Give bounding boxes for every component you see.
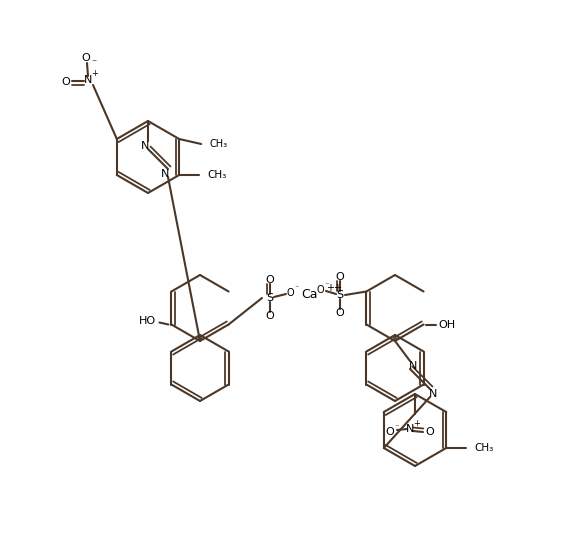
Text: O: O xyxy=(81,53,90,63)
Text: N: N xyxy=(141,141,149,151)
Text: ⁻: ⁻ xyxy=(92,58,97,68)
Text: O: O xyxy=(336,272,345,282)
Text: O: O xyxy=(266,311,275,321)
Text: O: O xyxy=(316,285,324,295)
Text: O: O xyxy=(336,308,345,318)
Text: O: O xyxy=(286,288,294,298)
Text: S: S xyxy=(267,293,273,303)
Text: O: O xyxy=(266,275,275,285)
Text: CH₃: CH₃ xyxy=(474,443,493,453)
Text: ++: ++ xyxy=(326,283,342,293)
Text: Ca: Ca xyxy=(302,288,318,301)
Text: +: + xyxy=(92,69,98,78)
Text: ⁻: ⁻ xyxy=(325,281,329,290)
Text: N: N xyxy=(409,361,417,371)
Text: N: N xyxy=(406,424,414,434)
Text: O: O xyxy=(386,427,394,437)
Text: N: N xyxy=(429,389,437,399)
Text: S: S xyxy=(336,290,344,300)
Text: O: O xyxy=(62,77,71,87)
Text: HO: HO xyxy=(140,316,157,326)
Text: OH: OH xyxy=(438,320,456,330)
Text: +: + xyxy=(414,418,420,427)
Text: CH₃: CH₃ xyxy=(207,170,227,180)
Text: ⁻: ⁻ xyxy=(395,422,399,431)
Text: N: N xyxy=(84,75,92,85)
Text: CH₃: CH₃ xyxy=(209,139,227,149)
Text: ⁻: ⁻ xyxy=(295,283,299,292)
Text: O: O xyxy=(425,427,434,437)
Text: N: N xyxy=(161,169,169,179)
